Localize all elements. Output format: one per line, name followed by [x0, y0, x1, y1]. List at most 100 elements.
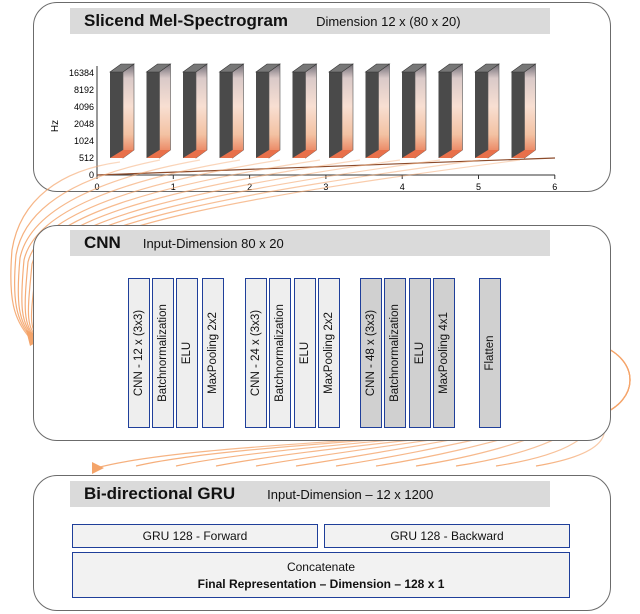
final-representation-label: Final Representation – Dimension – 128 x…	[197, 576, 445, 591]
slice-top	[218, 63, 245, 73]
spectrogram-slice	[437, 63, 464, 159]
slice-side	[365, 72, 379, 158]
cnn-layer-label: ELU	[181, 341, 193, 365]
cnn-layer-label: CNN - 12 x (3x3)	[133, 309, 145, 397]
cnn-layer-label: CNN - 48 x (3x3)	[365, 309, 377, 397]
y-tick-label: 512	[79, 153, 94, 163]
slice-bottom	[219, 150, 244, 158]
slice-heatmap	[487, 63, 500, 159]
spectrogram-slice	[364, 63, 391, 159]
x-tick-label: 2	[247, 182, 252, 192]
slice-bottom	[329, 150, 353, 158]
cnn-layer: Batchnormalization	[152, 278, 174, 428]
slice-side	[438, 72, 452, 158]
x-tick-label: 3	[323, 182, 328, 192]
gru-title: Bi-directional GRU	[84, 484, 236, 503]
slice-top	[437, 63, 464, 73]
cnn-layer-label: Batchnormalization	[157, 304, 169, 402]
cnn-layer: ELU	[176, 278, 198, 428]
slice-bottom	[292, 150, 317, 158]
slice-side	[402, 72, 415, 158]
gru-input-dimension: Input-Dimension – 12 x 1200	[267, 486, 434, 502]
slice-side	[329, 72, 342, 158]
cnn-layer-label: Batchnormalization	[274, 304, 286, 402]
cnn-layer: ELU	[294, 278, 316, 428]
spectrogram-slice	[218, 63, 245, 159]
slice-side	[292, 72, 306, 158]
slice-side	[511, 72, 525, 158]
cnn-layer-label: MaxPooling 4x1	[438, 312, 450, 394]
gru-forward-label: GRU 128 - Forward	[142, 529, 248, 543]
cnn-layer: ELU	[409, 278, 431, 428]
slice-bottom	[183, 150, 207, 158]
x-tick-label: 4	[400, 182, 405, 192]
x-tick-label: 5	[476, 182, 481, 192]
spectrogram-slice	[474, 63, 500, 159]
slice-heatmap	[232, 63, 244, 159]
slice-heatmap	[122, 63, 135, 159]
concatenate-box: Concatenate Final Representation – Dimen…	[72, 552, 570, 598]
x-tick-label: 1	[171, 182, 176, 192]
gru-backward-label: GRU 128 - Backward	[390, 529, 504, 543]
cnn-layer-label: MaxPooling 2x2	[207, 312, 219, 394]
cnn-layer: MaxPooling 2x2	[318, 278, 340, 428]
slice-side	[219, 72, 233, 158]
cnn-layer: Batchnormalization	[384, 278, 406, 428]
slice-bottom	[110, 150, 134, 158]
y-tick-label: 2048	[74, 119, 94, 129]
gru-header: Bi-directional GRU Input-Dimension – 12 …	[70, 481, 550, 507]
cnn-layer-label: MaxPooling 2x2	[323, 312, 335, 394]
slice-heatmap	[159, 63, 171, 159]
cnn-layer: CNN - 12 x (3x3)	[128, 278, 150, 428]
cnn-input-dimension: Input-Dimension 80 x 20	[142, 235, 284, 251]
slice-heatmap	[268, 63, 281, 159]
slice-side	[475, 72, 488, 158]
gru-backward-box: GRU 128 - Backward	[324, 524, 570, 548]
x-tick-label: 0	[94, 182, 99, 192]
y-tick-label: 16384	[69, 68, 94, 78]
slice-heatmap	[341, 63, 354, 159]
slice-heatmap	[414, 63, 427, 159]
slice-side	[146, 72, 160, 158]
slice-top	[328, 63, 354, 73]
slice-top	[255, 63, 281, 73]
cnn-layer: Flatten	[479, 278, 501, 428]
concatenate-label: Concatenate	[286, 559, 356, 574]
x-tick-label: 6	[552, 182, 557, 192]
slice-bottom	[146, 150, 171, 158]
slice-top	[291, 63, 318, 73]
slice-heatmap	[524, 63, 536, 159]
slice-heatmap	[378, 63, 390, 159]
slice-bottom	[365, 150, 390, 158]
slice-bottom	[438, 150, 463, 158]
cnn-layer: CNN - 48 x (3x3)	[360, 278, 382, 428]
slice-bottom	[402, 150, 426, 158]
cnn-layer-label: ELU	[299, 341, 311, 365]
cnn-layer-label: CNN - 24 x (3x3)	[250, 309, 262, 397]
cnn-layer: Batchnormalization	[269, 278, 291, 428]
cnn-layer: MaxPooling 2x2	[202, 278, 224, 428]
slice-heatmap	[305, 63, 317, 159]
spectrogram-dimension: Dimension 12 x (80 x 20)	[316, 13, 461, 29]
slice-bottom	[511, 150, 536, 158]
flow-arrowhead-gru	[92, 462, 104, 474]
slice-top	[109, 63, 135, 73]
spectrogram-y-axis-label: Hz	[50, 120, 61, 132]
slice-heatmap	[195, 63, 208, 159]
cnn-title: CNN	[84, 233, 121, 252]
slice-top	[182, 63, 208, 73]
y-tick-label: 0	[89, 170, 94, 180]
y-tick-label: 1024	[74, 136, 94, 146]
spectrogram-slice	[328, 63, 354, 159]
gru-forward-box: GRU 128 - Forward	[72, 524, 318, 548]
y-tick-label: 4096	[74, 102, 94, 112]
slice-bottom	[475, 150, 499, 158]
slice-side	[256, 72, 269, 158]
spectrogram-x-axis-depth	[96, 157, 556, 176]
cnn-header: CNN Input-Dimension 80 x 20	[70, 230, 550, 256]
slice-top	[474, 63, 500, 73]
slice-top	[510, 63, 537, 73]
y-tick-label: 8192	[74, 85, 94, 95]
spectrogram-title: Slicend Mel-Spectrogram	[84, 11, 289, 30]
slice-top	[401, 63, 427, 73]
